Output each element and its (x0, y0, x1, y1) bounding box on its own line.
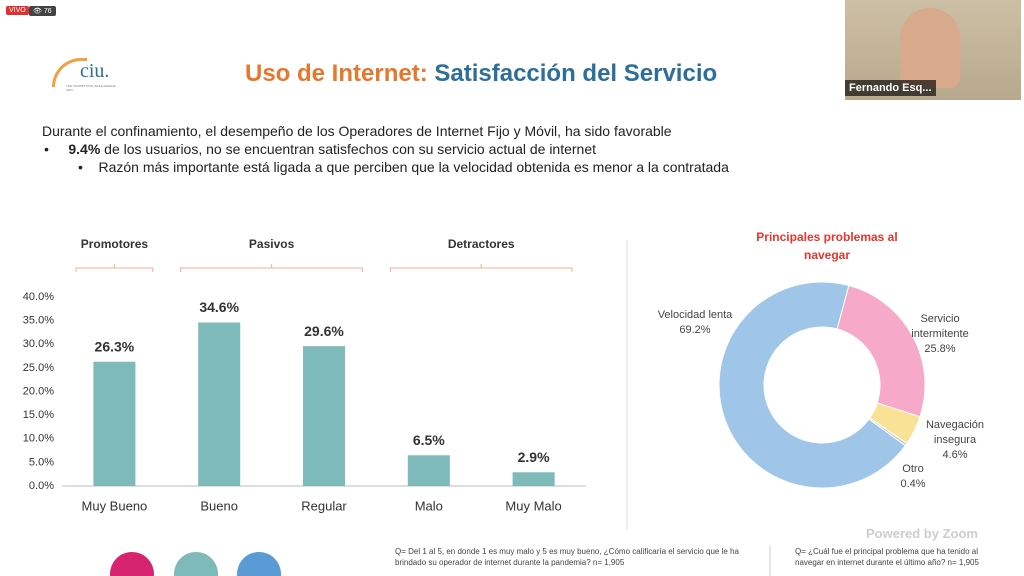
y-tick-label: 30.0% (23, 338, 54, 350)
y-tick-label: 15.0% (23, 409, 54, 421)
group-label: Pasivos (249, 237, 295, 251)
zoom-watermark: Powered by Zoom (866, 526, 978, 541)
decor-circle (110, 552, 154, 576)
sub-bullet-text: Razón más importante está ligada a que p… (98, 159, 729, 175)
donut-slice (836, 284, 926, 418)
webcam-video: Fernando Esq... (845, 0, 1021, 100)
y-tick-label: 25.0% (23, 362, 54, 374)
speaker-name: Fernando Esq... (845, 80, 936, 96)
speaker-figure (900, 8, 960, 88)
bar (512, 472, 555, 486)
group-label: Promotores (81, 237, 149, 251)
group-bracket (180, 264, 363, 272)
y-tick-label: 10.0% (23, 433, 54, 445)
bar-note: Q= Del 1 al 5, en donde 1 es muy malo y … (395, 547, 739, 567)
x-tick-label: Muy Malo (505, 498, 561, 513)
value-label: 6.5% (413, 432, 445, 448)
y-tick-label: 5.0% (29, 456, 54, 468)
value-label: 2.9% (518, 449, 550, 465)
bar (303, 346, 345, 486)
y-tick-label: 0.0% (29, 480, 54, 492)
value-label: 29.6% (304, 323, 344, 339)
intro-text: Durante el confinamiento, el desempeño d… (42, 123, 672, 139)
value-label: 34.6% (199, 299, 239, 315)
y-tick-label: 20.0% (23, 385, 54, 397)
logo-tagline: THE COMPETITIVE INTELLIGENCE UNIT (66, 84, 116, 92)
group-bracket (389, 264, 573, 272)
viewer-count: 👁 76 (29, 6, 56, 16)
bullet: • 9.4% de los usuarios, no se encuentran… (44, 141, 597, 157)
donut-slice (868, 417, 908, 447)
x-tick-label: Malo (415, 498, 443, 513)
group-bracket (75, 264, 154, 272)
x-tick-label: Regular (301, 498, 347, 513)
decor-circle (174, 552, 218, 576)
y-tick-label: 40.0% (23, 291, 54, 303)
y-tick-label: 35.0% (23, 315, 54, 327)
title-lead: Uso de Internet: (245, 60, 428, 87)
slide-title: Uso de Internet: Satisfacción del Servic… (245, 60, 717, 88)
donut-slice (718, 281, 907, 489)
logo-name: ciu. (80, 60, 110, 82)
decor-circle (237, 552, 281, 576)
sub-bullet: • Razón más importante está ligada a que… (78, 159, 729, 175)
donut-note: Q= ¿Cuál fue el principal problema que h… (795, 547, 979, 567)
live-badge: VIVO (6, 6, 29, 15)
highlight: 9.4% (68, 141, 101, 157)
logo: ciu. THE COMPETITIVE INTELLIGENCE UNIT (52, 54, 122, 96)
x-tick-label: Muy Bueno (82, 498, 148, 513)
x-tick-label: Bueno (200, 498, 238, 513)
bullet-text: de los usuarios, no se encuentran satisf… (104, 141, 597, 157)
bar (198, 322, 241, 486)
bar (407, 455, 450, 486)
bar (93, 361, 136, 486)
viewer-number: 76 (43, 8, 52, 15)
title-main: Satisfacción del Servicio (434, 60, 718, 87)
value-label: 26.3% (95, 338, 135, 354)
slide-body: Durante el confinamiento, el desempeño d… (42, 122, 729, 176)
group-label: Detractores (448, 237, 515, 251)
